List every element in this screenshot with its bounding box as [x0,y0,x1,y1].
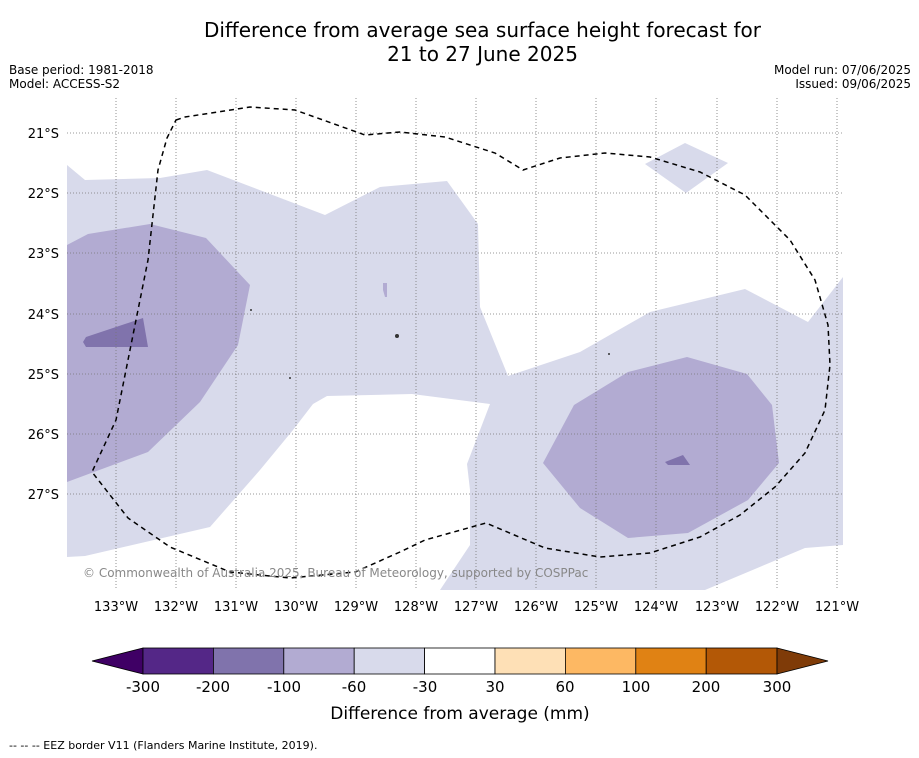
eez-border [91,106,831,579]
latitude-labels: 21°S 22°S 23°S 24°S 25°S 26°S 27°S [28,127,59,503]
lon-label: 132°W [154,600,198,615]
lon-label: 133°W [94,600,138,615]
colorbar [91,647,829,675]
title-line-1: Difference from average sea surface heig… [203,18,762,42]
colorbar-tick: -200 [196,678,230,696]
colorbar-swatch [212,647,285,675]
colorbar-tick: 200 [692,678,721,696]
base-period: Base period: 1981-2018 [9,63,154,77]
colorbar-tick-labels: -300 -200 -100 -60 -30 30 60 100 200 300 [126,678,791,696]
colorbar-swatch [283,647,355,675]
small-patch-north [645,143,728,193]
lon-label: 124°W [634,600,678,615]
colorbar-tick: 30 [485,678,504,696]
lat-label: 26°S [28,428,59,443]
colorbar-swatch [494,647,566,675]
lon-label: 129°W [334,600,378,615]
colorbar-tick: -30 [413,678,438,696]
lon-label: 126°W [514,600,558,615]
map-area [67,143,843,590]
island-dot [289,377,291,379]
colorbar-tick: -100 [267,678,301,696]
copyright-notice: © Commonwealth of Australia 2025, Bureau… [83,566,588,580]
lat-label: 27°S [28,488,59,503]
island-dot [395,334,399,338]
eez-legend-note: -- -- -- EEZ border V11 (Flanders Marine… [9,739,318,752]
lon-label: 127°W [454,600,498,615]
lat-label: 23°S [28,247,59,262]
colorbar-swatch [635,647,707,675]
lon-label: 131°W [214,600,258,615]
contour-minus100-right [665,455,690,465]
lat-label: 24°S [28,308,59,323]
model-run: Model run: 07/06/2025 [773,63,911,77]
lat-label: 25°S [28,368,59,383]
lat-label: 21°S [28,127,59,142]
meta-right: Model run: 07/06/2025 Issued: 09/06/2025 [774,63,911,91]
island-dot [608,353,610,355]
colorbar-swatch [353,647,426,675]
lon-label: 123°W [695,600,739,615]
colorbar-swatch [424,647,496,675]
colorbar-swatch [705,647,778,675]
colorbar-tick: -300 [126,678,160,696]
lon-label: 125°W [574,600,618,615]
colorbar-tick: 60 [555,678,574,696]
contour-minus60-right [543,357,779,538]
colorbar-tick: 300 [763,678,792,696]
longitude-labels: 133°W 132°W 131°W 130°W 129°W 128°W 127°… [94,600,859,615]
colorbar-tick: -60 [342,678,367,696]
colorbar-tick: 100 [622,678,651,696]
lon-label: 130°W [274,600,318,615]
colorbar-extend-high [776,647,829,675]
lon-label: 128°W [394,600,438,615]
small-spot [383,283,387,297]
lat-label: 22°S [28,187,59,202]
model-name: Model: ACCESS-S2 [9,77,121,91]
island-dot [250,309,252,311]
issued-date: Issued: 09/06/2025 [795,77,911,91]
colorbar-swatch [142,647,214,675]
contour-minus60-left [67,224,250,482]
meta-left: Base period: 1981-2018 Model: ACCESS-S2 [9,63,154,91]
colorbar-swatch [565,647,637,675]
colorbar-label: Difference from average (mm) [330,704,589,724]
lon-label: 121°W [815,600,859,615]
colorbar-extend-low [91,647,144,675]
title-line-2: 21 to 27 June 2025 [387,42,578,66]
lon-label: 122°W [755,600,799,615]
map-title: Difference from average sea surface heig… [0,18,919,66]
